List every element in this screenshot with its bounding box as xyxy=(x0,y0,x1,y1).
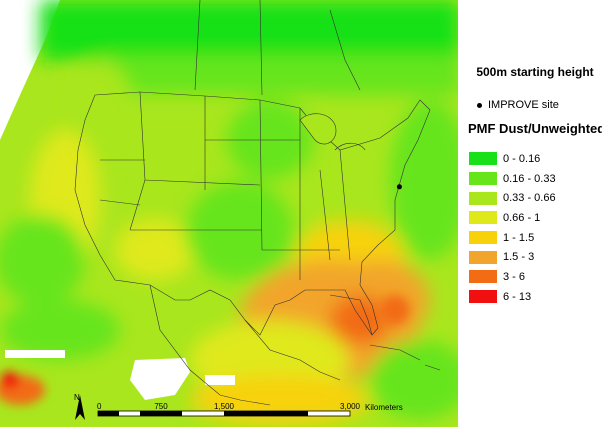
site-dot-icon xyxy=(477,102,482,108)
legend-bin-label: 1 - 1.5 xyxy=(503,231,535,244)
legend-bin-label: 0.16 - 0.33 xyxy=(503,172,556,185)
legend-bin: 0 - 0.16 xyxy=(469,149,556,169)
legend-bin: 0.33 - 0.66 xyxy=(469,188,556,208)
scale-tick-1500: 1,500 xyxy=(214,402,235,411)
legend-bin-label: 6 - 13 xyxy=(503,290,532,303)
legend-swatch xyxy=(469,290,497,304)
legend-bin: 6 - 13 xyxy=(469,287,556,307)
legend-swatch xyxy=(469,152,497,166)
legend-swatch xyxy=(469,172,497,186)
legend-swatch xyxy=(469,191,497,205)
legend-bin-label: 0.66 - 1 xyxy=(503,211,541,224)
legend-panel: 500m starting height IMPROVE site PMF Du… xyxy=(458,0,602,427)
north-arrow-icon: N xyxy=(74,393,85,420)
concentration-field xyxy=(0,0,458,427)
improve-sites xyxy=(396,184,402,190)
scale-tick-3000: 3,000 xyxy=(340,402,361,411)
dust-contribution-map: 0 750 1,500 3,000 Kilometers N xyxy=(0,0,458,427)
legend-bin-label: 1.5 - 3 xyxy=(503,251,535,264)
legend-bin-label: 3 - 6 xyxy=(503,270,526,283)
legend-bins: 0 - 0.16 0.16 - 0.33 0.33 - 0.66 0.66 - 1 1 … xyxy=(469,149,556,307)
starting-height-title: 500m starting height xyxy=(476,65,594,79)
no-data-area xyxy=(5,350,65,358)
legend-swatch xyxy=(469,211,497,225)
legend-title: PMF Dust/Unweighted xyxy=(468,121,602,136)
legend-swatch xyxy=(469,250,497,264)
legend-bin-label: 0 - 0.16 xyxy=(503,152,541,165)
site-legend-label: IMPROVE site xyxy=(488,99,559,111)
legend-bin: 3 - 6 xyxy=(469,267,556,287)
north-label: N xyxy=(74,393,80,402)
scale-bar: 0 750 1,500 3,000 Kilometers xyxy=(97,402,403,417)
scale-tick-0: 0 xyxy=(97,402,102,411)
site-legend-row: IMPROVE site xyxy=(477,99,559,111)
legend-bin: 0.66 - 1 xyxy=(469,208,556,228)
legend-bin: 0.16 - 0.33 xyxy=(469,169,556,189)
legend-bin-label: 0.33 - 0.66 xyxy=(503,192,556,205)
improve-site-marker xyxy=(396,184,402,190)
state-boundaries xyxy=(74,0,441,406)
no-data-area xyxy=(205,375,235,385)
legend-swatch xyxy=(469,231,497,245)
scale-unit: Kilometers xyxy=(365,403,403,412)
legend-swatch xyxy=(469,270,497,284)
legend-bin: 1 - 1.5 xyxy=(469,228,556,248)
no-data-area xyxy=(130,358,190,400)
legend-bin: 1.5 - 3 xyxy=(469,247,556,267)
scale-tick-750: 750 xyxy=(154,402,168,411)
